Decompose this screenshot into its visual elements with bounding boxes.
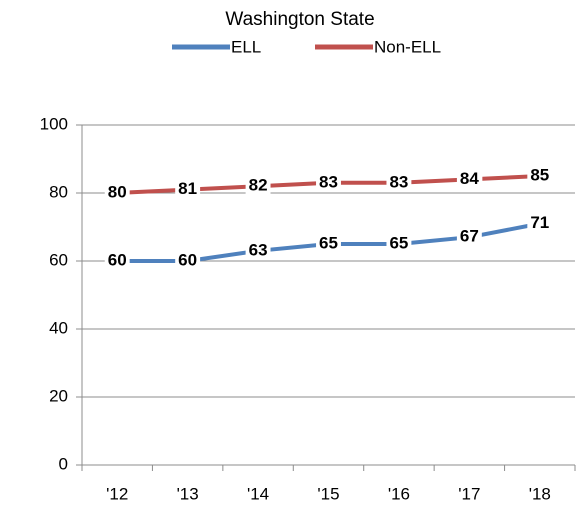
- y-tick-label: 100: [40, 114, 68, 133]
- x-tick-label: '16: [388, 484, 410, 503]
- x-tick-label: '13: [177, 484, 199, 503]
- data-label-group: 71: [527, 212, 553, 234]
- data-label-group: 80: [104, 181, 130, 203]
- data-label: 65: [319, 233, 338, 252]
- data-label-bg: [316, 171, 341, 193]
- legend-label: Non-ELL: [374, 37, 441, 56]
- x-tick-label: '14: [247, 484, 269, 503]
- data-label-bg: [316, 232, 341, 254]
- y-tick-label: 40: [49, 318, 68, 337]
- data-label-group: 60: [175, 249, 201, 271]
- chart-title: Washington State: [225, 9, 374, 30]
- data-label: 60: [178, 250, 197, 269]
- data-label: 85: [530, 165, 549, 184]
- data-label: 60: [108, 250, 127, 269]
- data-label-bg: [245, 239, 271, 261]
- data-label: 81: [178, 179, 197, 198]
- data-label: 83: [389, 172, 408, 191]
- x-tick-label: '18: [529, 484, 551, 503]
- data-label-group: 60: [104, 249, 130, 271]
- data-label: 83: [319, 172, 338, 191]
- data-label-group: 63: [245, 239, 271, 261]
- x-tick-label: '12: [106, 484, 128, 503]
- y-tick-label: 80: [49, 182, 68, 201]
- data-label: 65: [389, 233, 408, 252]
- x-tick-label: '15: [317, 484, 339, 503]
- data-label-group: 81: [175, 178, 201, 200]
- data-label: 63: [249, 240, 268, 259]
- data-label: 80: [108, 182, 127, 201]
- data-label-group: 83: [316, 171, 341, 193]
- data-label-group: 83: [386, 171, 412, 193]
- legend-label: ELL: [231, 37, 261, 56]
- y-tick-label: 20: [49, 386, 68, 405]
- data-label-group: 82: [245, 174, 271, 196]
- data-label-bg: [245, 174, 271, 196]
- data-label-bg: [104, 249, 130, 271]
- data-label-bg: [175, 249, 201, 271]
- data-label-bg: [386, 171, 412, 193]
- data-label-group: 85: [527, 164, 553, 186]
- data-label-group: 65: [386, 232, 412, 254]
- y-tick-label: 0: [59, 454, 68, 473]
- data-label-bg: [104, 181, 130, 203]
- y-tick-label: 60: [49, 250, 68, 269]
- data-label-bg: [175, 178, 201, 200]
- x-tick-label: '17: [458, 484, 480, 503]
- data-label-bg: [386, 232, 412, 254]
- data-label-group: 67: [456, 225, 482, 247]
- data-label: 82: [249, 176, 268, 195]
- data-label-bg: [456, 167, 483, 189]
- data-label-bg: [456, 225, 482, 247]
- data-label-group: 84: [456, 167, 483, 189]
- data-label-bg: [527, 164, 553, 186]
- data-label: 71: [530, 213, 549, 232]
- data-label: 84: [460, 169, 479, 188]
- data-label: 67: [460, 227, 479, 246]
- data-label-bg: [527, 212, 553, 234]
- data-label-group: 65: [316, 232, 341, 254]
